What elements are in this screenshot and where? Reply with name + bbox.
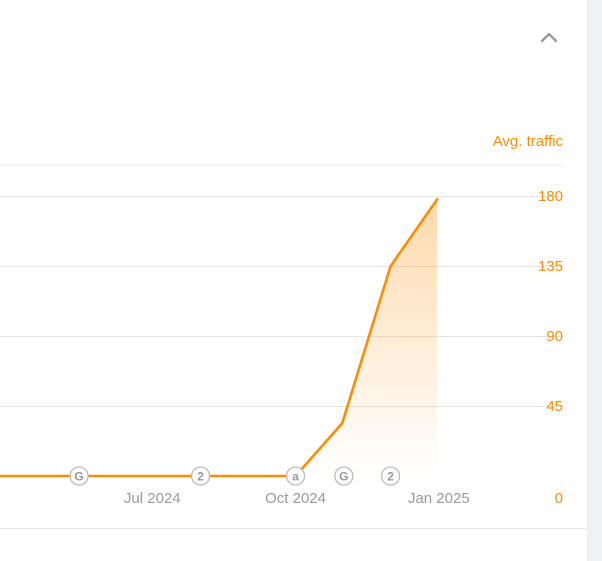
google-update-icon[interactable]: G (69, 466, 89, 486)
traffic-chart: G 2 a G 2 0 45 90 135 180 Jul 2024 Oct 2024 Jan 20… (0, 133, 564, 507)
event-marker-label: G (74, 470, 83, 484)
y-tick-label: 180 (538, 188, 563, 205)
x-tick-label: Jan 2025 (408, 490, 470, 507)
count-badge[interactable]: 2 (190, 466, 211, 486)
x-tick-label: Oct 2024 (265, 490, 326, 507)
y-tick-label: 90 (546, 328, 563, 345)
y-tick-label: 135 (538, 258, 563, 275)
collapse-button[interactable] (536, 25, 562, 49)
ahrefs-update-icon[interactable]: a (285, 466, 306, 486)
y-axis-label: Avg. traffic (493, 133, 564, 150)
event-marker-label: G (339, 470, 348, 484)
series-area (0, 199, 438, 476)
y-tick-label: 45 (546, 398, 563, 415)
event-marker-label: 2 (387, 470, 394, 484)
chevron-up-icon (540, 32, 558, 43)
event-marker-label: a (292, 470, 299, 484)
panel-divider (0, 528, 587, 529)
scrollbar-gutter[interactable] (587, 0, 602, 561)
y-tick-label: 0 (555, 490, 563, 507)
x-tick-label: Jul 2024 (124, 490, 181, 507)
event-marker-label: 2 (197, 470, 204, 484)
google-update-icon[interactable]: G (334, 466, 354, 486)
count-badge[interactable]: 2 (380, 466, 401, 486)
